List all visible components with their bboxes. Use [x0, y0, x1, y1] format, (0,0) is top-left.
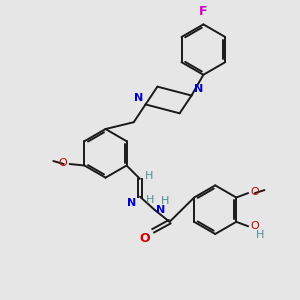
Text: N: N — [134, 93, 143, 103]
Text: H: H — [145, 171, 154, 181]
Text: H: H — [146, 195, 154, 205]
Text: H: H — [161, 196, 169, 206]
Text: N: N — [194, 84, 203, 94]
Text: O: O — [59, 158, 68, 168]
Text: O: O — [139, 232, 150, 245]
Text: F: F — [199, 5, 208, 18]
Text: N: N — [127, 198, 136, 208]
Text: O: O — [250, 221, 259, 231]
Text: O: O — [250, 188, 259, 197]
Text: H: H — [256, 230, 265, 240]
Text: N: N — [156, 205, 166, 215]
